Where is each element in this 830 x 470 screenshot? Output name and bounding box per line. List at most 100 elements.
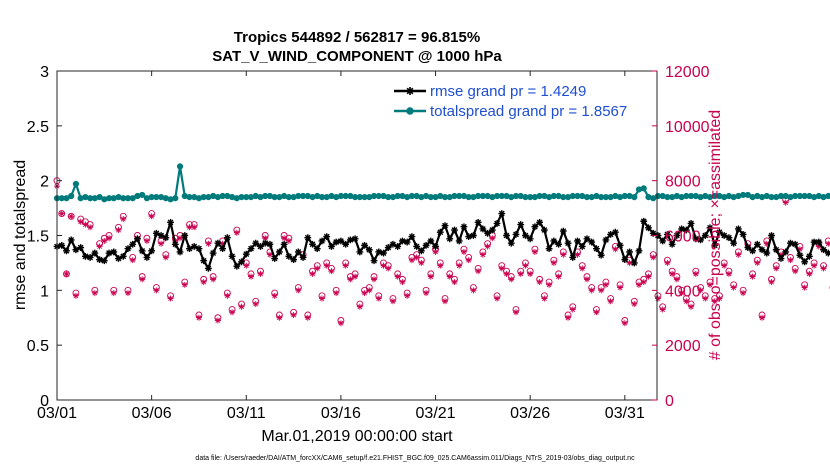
rmse-point: [777, 255, 785, 262]
obs-assimilated-point: [124, 290, 131, 297]
rmse-point: [493, 220, 501, 227]
obs-assimilated-point: [536, 279, 543, 286]
rmse-point: [503, 232, 510, 239]
rmse-point: [559, 227, 567, 235]
obs-assimilated-point: [361, 290, 368, 297]
rmse-point: [730, 239, 738, 247]
obs-assimilated-point: [58, 210, 65, 217]
rmse-point: [337, 237, 345, 245]
rmse-point: [611, 228, 619, 236]
obs-assimilated-point: [465, 257, 472, 264]
legend: rmse grand pr = 1.4249 totalspread grand…: [392, 80, 653, 122]
rmse-point: [247, 245, 255, 253]
obs-assimilated-point: [460, 248, 467, 255]
obs-assimilated-point: [612, 246, 619, 253]
obs-assimilated-point: [82, 221, 89, 228]
obs-assimilated-point: [347, 276, 354, 283]
rmse-point: [138, 247, 146, 255]
rmse-point: [801, 258, 809, 266]
obs-assimilated-point: [318, 295, 325, 302]
obs-assimilated-point: [806, 270, 813, 277]
obs-assimilated-point: [304, 314, 311, 321]
rmse-point: [460, 223, 468, 231]
rmse-point: [365, 246, 373, 254]
obs-assimilated-point: [621, 320, 628, 327]
obs-assimilated-point: [541, 295, 548, 302]
rmse-point: [370, 257, 378, 265]
obs-assimilated-point: [626, 259, 633, 266]
obs-assimilated-point: [120, 216, 127, 223]
rmse-point: [668, 240, 676, 248]
obs-assimilated-point: [139, 276, 146, 283]
obs-assimilated-point: [475, 268, 482, 275]
obs-assimilated-point: [162, 254, 169, 261]
rmse-point: [181, 232, 189, 239]
rmse-point: [313, 245, 321, 253]
rmse-point: [446, 235, 454, 243]
rmse-point: [758, 246, 766, 254]
footnote: data file: /Users/raeder/DAI/ATM_forcXX/…: [195, 455, 635, 462]
rmse-point: [91, 249, 99, 257]
rmse-point: [252, 239, 260, 247]
rmse-point: [100, 257, 108, 265]
obs-assimilated-point: [404, 292, 411, 299]
obs-assimilated-point: [191, 224, 198, 231]
obs-assimilated-point: [366, 287, 373, 294]
rmse-point: [332, 238, 340, 246]
obs-assimilated-point: [560, 251, 567, 258]
rmse-point: [474, 218, 482, 226]
y-tick-label: 1: [40, 283, 49, 300]
legend-spread-marker: [406, 107, 414, 115]
obs-assimilated-point: [593, 309, 600, 316]
rmse-point: [687, 220, 695, 227]
y-right-tick-label: 10000: [665, 119, 710, 136]
rmse-point: [753, 240, 761, 248]
rmse-point: [569, 254, 577, 261]
obs-assimilated-point: [281, 235, 288, 242]
obs-assimilated-point: [238, 303, 245, 310]
rmse-point: [403, 238, 411, 246]
obs-assimilated-point: [394, 273, 401, 280]
rmse-point: [186, 245, 193, 253]
obs-assimilated-point: [782, 199, 789, 206]
obs-assimilated-point: [437, 262, 444, 269]
rmse-point: [134, 235, 141, 243]
chart-title-line2: SAT_V_WIND_COMPONENT @ 1000 hPa: [212, 48, 502, 65]
rmse-point: [67, 236, 75, 244]
obs-assimilated-point: [356, 303, 363, 310]
rmse-point: [209, 249, 217, 257]
rmse-point: [356, 248, 364, 256]
legend-rmse-label: rmse grand pr = 1.4249: [430, 83, 586, 100]
rmse-point: [238, 258, 245, 266]
rmse-point: [692, 235, 700, 243]
totalspread-point: [640, 185, 647, 192]
rmse-point: [701, 232, 709, 239]
obs-assimilated-point: [740, 290, 747, 297]
rmse-point: [242, 250, 250, 258]
rmse-point: [768, 232, 775, 239]
rmse-point: [436, 228, 444, 236]
obs-assimilated-point: [266, 251, 273, 258]
rmse-point: [550, 237, 558, 245]
y-right-tick-label: 4000: [665, 283, 701, 300]
rmse-point: [309, 240, 316, 248]
y-tick-label: 0: [40, 393, 49, 410]
rmse-point: [380, 249, 387, 257]
rmse-point: [233, 262, 241, 270]
rmse-point: [351, 235, 359, 243]
obs-assimilated-point: [820, 265, 827, 272]
obs-assimilated-point: [531, 248, 538, 255]
obs-assimilated-point: [569, 306, 576, 313]
obs-assimilated-point: [636, 281, 643, 288]
rmse-point: [219, 245, 227, 253]
obs-assimilated-point: [205, 240, 212, 247]
obs-assimilated-point: [654, 295, 661, 302]
rmse-point: [517, 221, 525, 228]
obs-assimilated-point: [177, 235, 184, 242]
obs-assimilated-point: [442, 298, 449, 305]
x-axis-ticks: 03/01 03/06 03/11 03/16 03/21 03/26 03/31: [37, 71, 645, 422]
obs-assimilated-point: [801, 284, 808, 291]
obs-assimilated-point: [787, 257, 794, 264]
obs-assimilated-point: [602, 281, 609, 288]
